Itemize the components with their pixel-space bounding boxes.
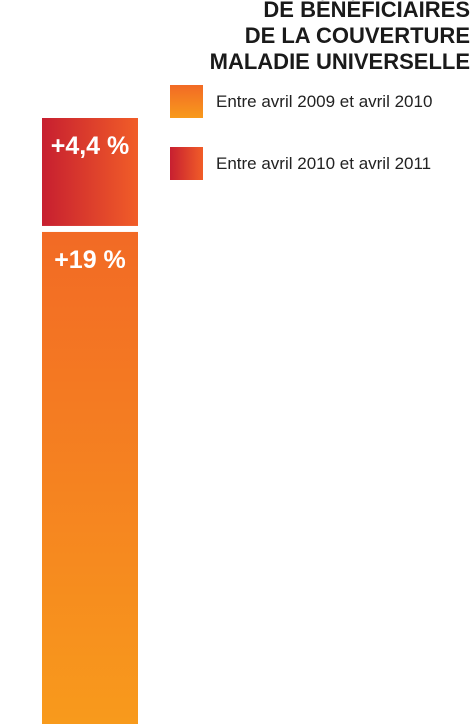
value-label: +19 % — [54, 246, 126, 274]
chart-title: MALADIE UNIVERSELLE — [210, 49, 470, 74]
legend-label: Entre avril 2010 et avril 2011 — [216, 154, 431, 173]
bar-segment — [42, 231, 138, 724]
legend-swatch — [170, 85, 203, 118]
legend-swatch — [170, 147, 203, 180]
value-label: +4,4 % — [51, 132, 130, 160]
chart-title: DE LA COUVERTURE — [245, 23, 470, 48]
legend-label: Entre avril 2009 et avril 2010 — [216, 92, 432, 111]
chart-title: DE BÉNÉFICIAIRES — [263, 0, 470, 22]
bar-segment — [42, 118, 138, 226]
